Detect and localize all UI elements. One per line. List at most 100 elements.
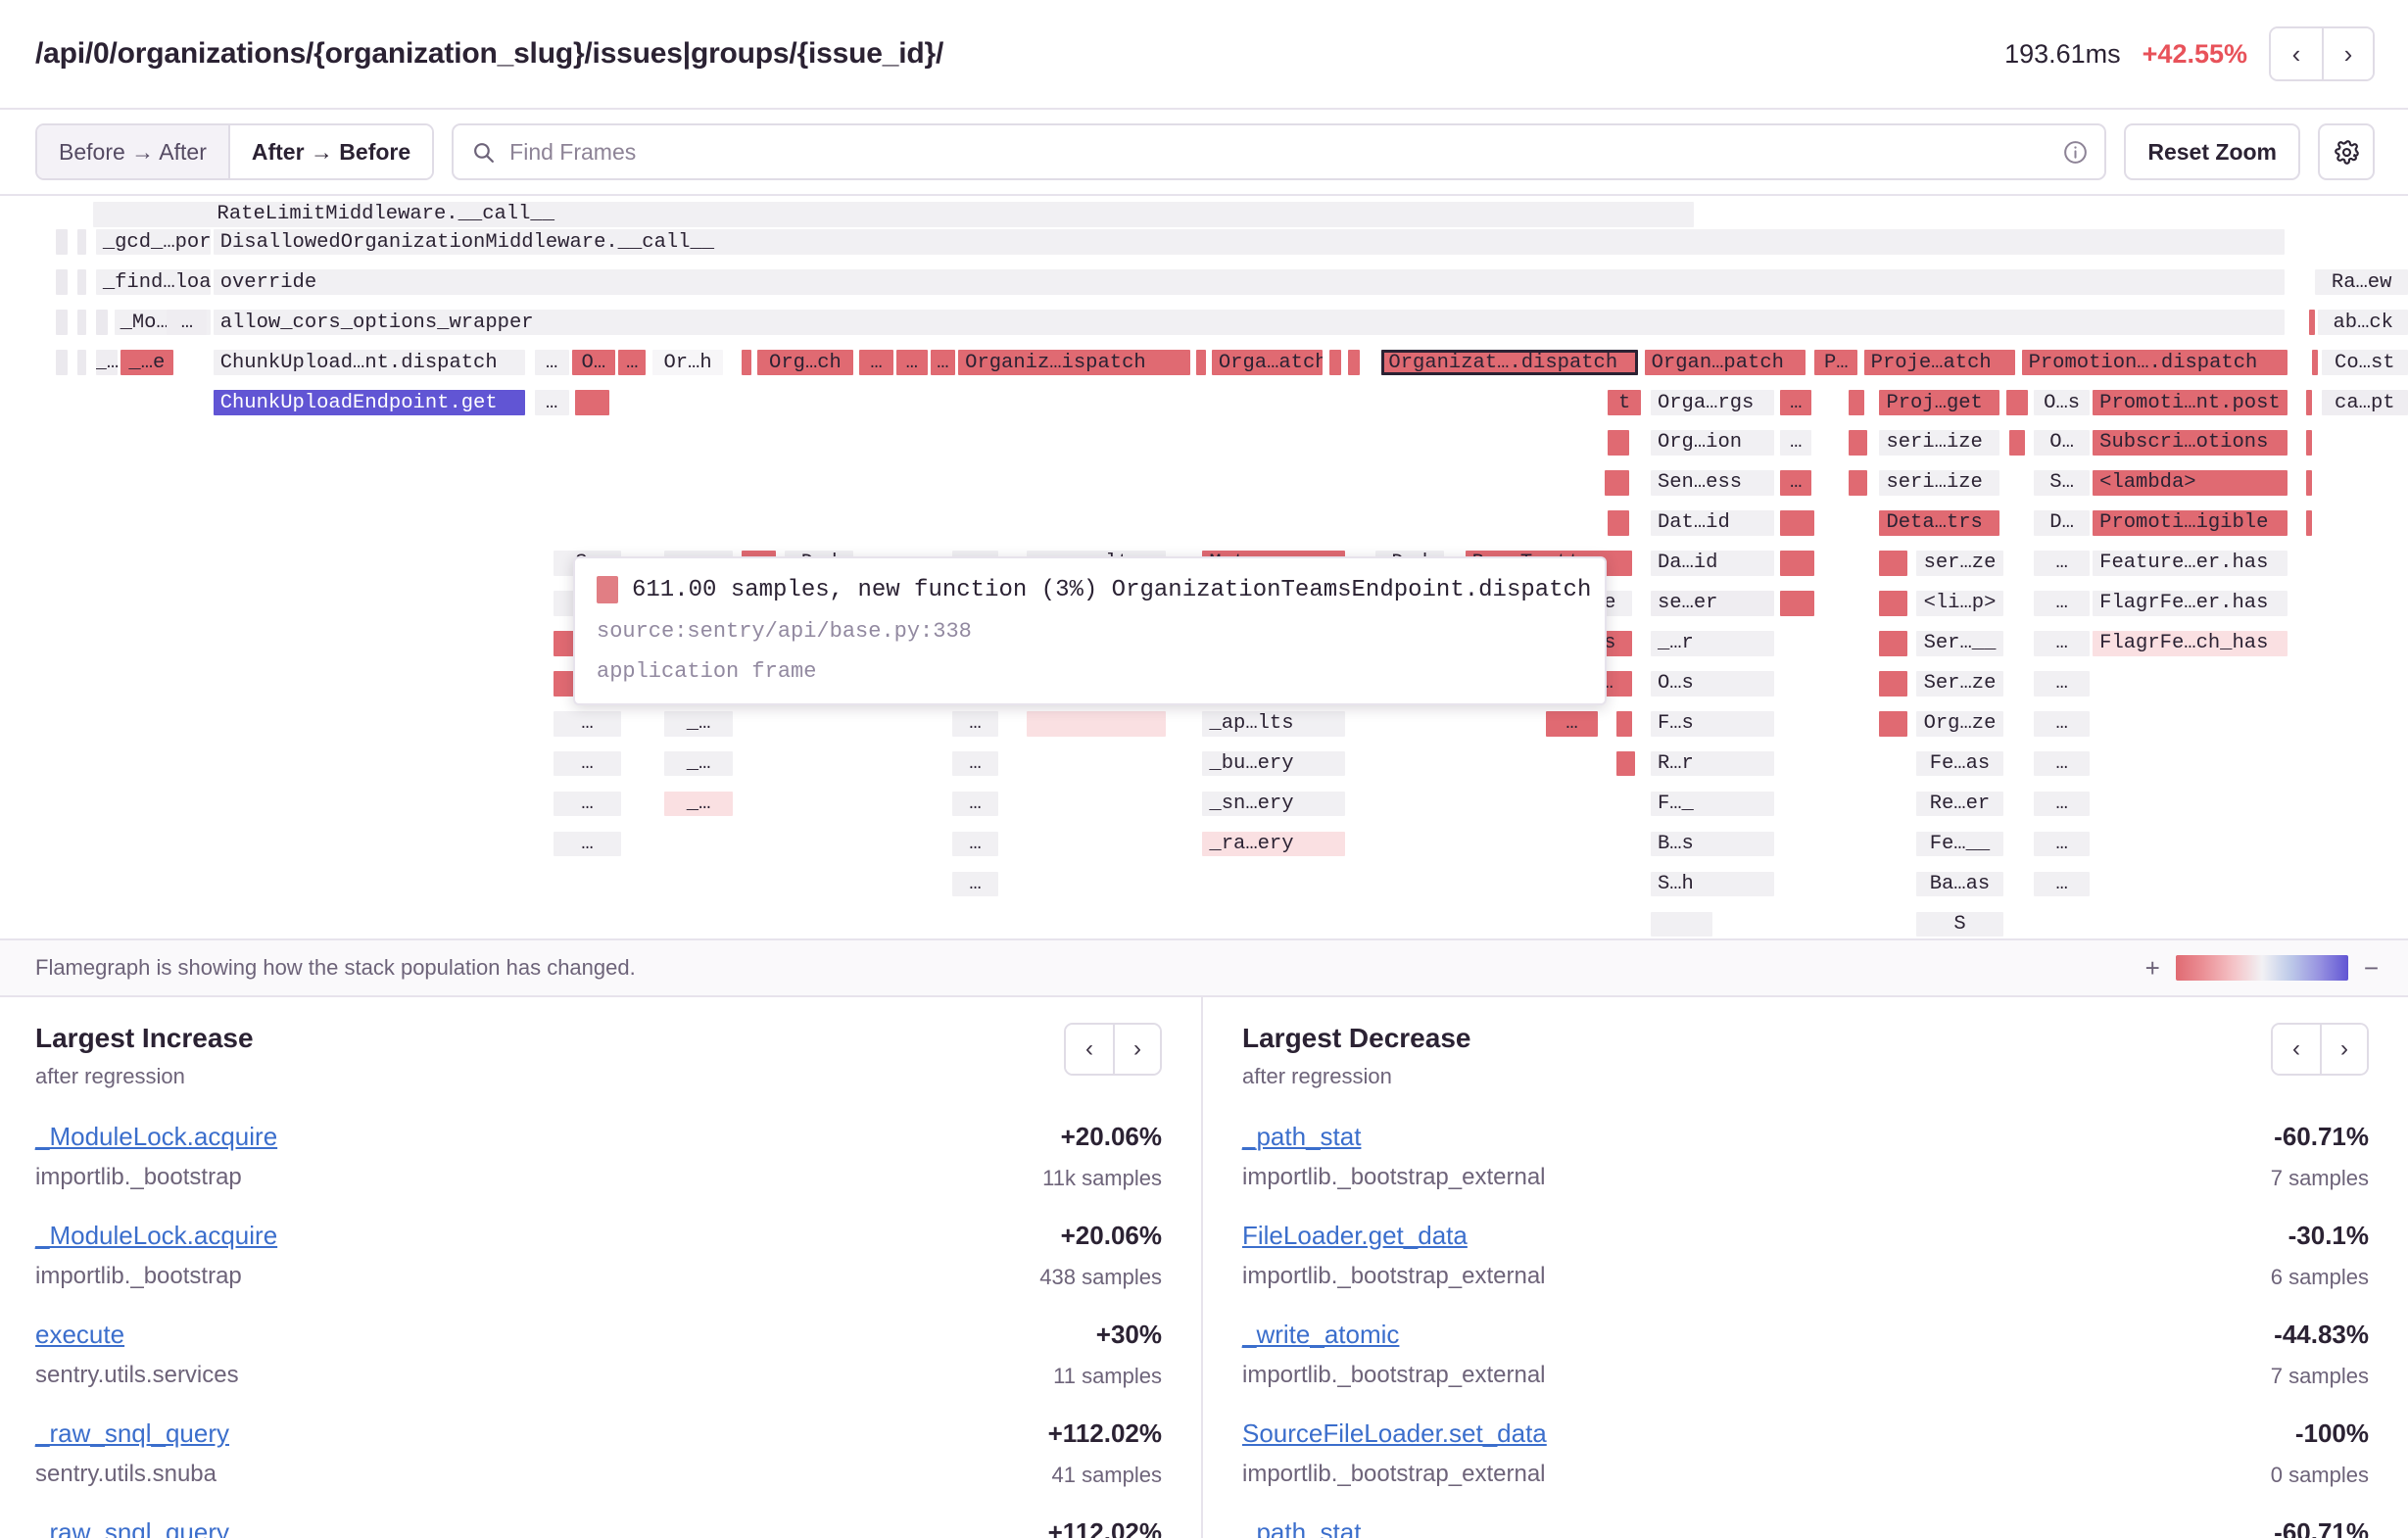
flamegraph-frame[interactable] — [1879, 590, 1907, 616]
flamegraph-frame[interactable] — [1616, 750, 1636, 777]
flamegraph-frame[interactable] — [1848, 470, 1867, 496]
flamegraph-frame[interactable]: B…s — [1650, 831, 1775, 857]
flamegraph-frame[interactable]: … — [2034, 670, 2090, 697]
flamegraph-frame[interactable]: Organiz…ispatch — [958, 350, 1190, 375]
flamegraph-frame[interactable]: Orga…rgs — [1650, 390, 1775, 415]
flamegraph-frame[interactable]: … — [618, 350, 647, 375]
flamegraph-frame[interactable] — [1026, 710, 1166, 737]
list-item[interactable]: _path_stat importlib._bootstrap_external -… — [1242, 1111, 2369, 1210]
flamegraph-frame[interactable] — [1616, 710, 1632, 737]
flamegraph-frame[interactable]: … — [2034, 871, 2090, 897]
list-item[interactable]: execute sentry.utils.services +30% 11 sampl… — [35, 1309, 1162, 1408]
flamegraph-frame[interactable]: Fe…__ — [1916, 831, 2003, 857]
flamegraph-frame[interactable]: Or…h — [651, 350, 724, 375]
flamegraph-frame[interactable]: Promotion….dispatch — [2021, 350, 2288, 375]
flamegraph-frame[interactable]: Feature…er.has — [2093, 550, 2288, 576]
flamegraph-frame[interactable] — [1604, 470, 1629, 496]
flamegraph-frame[interactable]: ca…pt — [2321, 390, 2408, 415]
flamegraph-frame[interactable] — [2305, 390, 2313, 415]
flamegraph[interactable]: RateLimitMiddleware.__call___gcd_…portDi… — [0, 196, 2408, 940]
flamegraph-frame[interactable]: … — [553, 710, 622, 737]
flamegraph-frame[interactable] — [55, 269, 69, 296]
flamegraph-frame[interactable]: override — [213, 269, 2285, 296]
function-link[interactable]: _ModuleLock.acquire — [35, 1221, 278, 1250]
flamegraph-frame[interactable]: … — [1780, 430, 1811, 456]
flamegraph-frame[interactable]: allow_cors_options_wrapper — [213, 310, 2285, 335]
flamegraph-frame[interactable]: … — [2034, 630, 2090, 656]
flamegraph-frame[interactable]: Proj…get — [1879, 390, 2000, 415]
flamegraph-frame[interactable]: S… — [2034, 470, 2090, 496]
flamegraph-frame[interactable] — [1780, 550, 1815, 576]
flamegraph-frame[interactable]: t — [1607, 390, 1642, 415]
flamegraph-frame[interactable] — [76, 269, 87, 296]
flamegraph-frame[interactable]: Promoti…igible — [2093, 510, 2288, 536]
flamegraph-frame[interactable]: Org…ch — [757, 350, 853, 375]
flamegraph-frame[interactable]: _gcd_…port — [95, 229, 211, 256]
flamegraph-frame[interactable]: Orga…atch — [1211, 350, 1324, 375]
flamegraph-frame[interactable]: _ra…ery — [1202, 831, 1345, 857]
info-icon[interactable] — [2062, 139, 2089, 166]
flamegraph-frame[interactable]: <li…p> — [1916, 590, 2003, 616]
flamegraph-frame[interactable]: Promoti…nt.post — [2093, 390, 2288, 415]
flamegraph-frame[interactable]: Organizat….dispatch — [1381, 350, 1639, 375]
flamegraph-frame[interactable] — [76, 310, 87, 335]
flamegraph-frame[interactable]: … — [553, 750, 622, 777]
flamegraph-frame[interactable]: S…h — [1650, 871, 1775, 897]
flamegraph-frame[interactable]: S — [1916, 911, 2003, 937]
flamegraph-frame[interactable]: D… — [2034, 510, 2090, 536]
flamegraph-frame[interactable]: P… — [1814, 350, 1858, 375]
function-link[interactable]: _path_stat — [1242, 1122, 1362, 1151]
flamegraph-frame[interactable] — [1780, 510, 1815, 536]
flamegraph-frame[interactable]: _sn…ery — [1202, 791, 1345, 817]
chevron-right-icon[interactable]: › — [2322, 28, 2373, 79]
flamegraph-frame[interactable]: … — [1545, 710, 1599, 737]
flamegraph-frame[interactable]: Organ…patch — [1644, 350, 1806, 375]
function-link[interactable]: _path_stat — [1242, 1517, 1362, 1538]
reset-zoom-button[interactable]: Reset Zoom — [2124, 123, 2300, 180]
flamegraph-frame[interactable] — [1347, 350, 1361, 375]
flamegraph-frame[interactable]: DisallowedOrganizationMiddleware.__call_… — [213, 229, 2285, 256]
flamegraph-frame[interactable]: F…_ — [1650, 791, 1775, 817]
flamegraph-frame[interactable] — [742, 350, 751, 375]
flamegraph-frame[interactable]: … — [2034, 750, 2090, 777]
flamegraph-frame[interactable]: … — [859, 350, 893, 375]
tab-before-after[interactable]: Before → After — [37, 125, 228, 178]
flamegraph-frame[interactable]: … — [2034, 831, 2090, 857]
flamegraph-frame[interactable] — [2309, 310, 2316, 335]
flamegraph-frame[interactable] — [1650, 911, 1713, 937]
chevron-left-icon[interactable]: ‹ — [2271, 28, 2322, 79]
flamegraph-frame[interactable] — [1848, 390, 1864, 415]
flamegraph-frame[interactable]: … — [951, 831, 999, 857]
flamegraph-frame[interactable]: Ser…ze — [1916, 670, 2003, 697]
list-item[interactable]: _ModuleLock.acquire importlib._bootstrap +… — [35, 1111, 1162, 1210]
flamegraph-frame[interactable] — [76, 350, 87, 375]
search-frames-container[interactable] — [452, 123, 2107, 180]
flamegraph-frame[interactable] — [1879, 670, 1907, 697]
flamegraph-frame[interactable]: <lambda> — [2093, 470, 2288, 496]
flamegraph-frame[interactable]: seri…ize — [1879, 430, 2000, 456]
flamegraph-frame[interactable]: O… — [571, 350, 615, 375]
flamegraph-frame[interactable]: Fe…as — [1916, 750, 2003, 777]
flamegraph-frame[interactable]: _… — [664, 710, 733, 737]
list-item[interactable]: _write_atomic importlib._bootstrap_extern… — [1242, 1309, 2369, 1408]
function-link[interactable]: _raw_snql_query — [35, 1418, 230, 1448]
flamegraph-frame[interactable] — [1328, 350, 1342, 375]
flamegraph-frame[interactable]: … — [951, 750, 999, 777]
flamegraph-frame[interactable]: Org…ion — [1650, 430, 1775, 456]
flamegraph-frame[interactable] — [76, 229, 87, 256]
flamegraph-frame[interactable]: … — [951, 791, 999, 817]
flamegraph-frame[interactable]: Sen…ess — [1650, 470, 1775, 496]
function-link[interactable]: execute — [35, 1320, 125, 1349]
function-link[interactable]: SourceFileLoader.set_data — [1242, 1418, 1547, 1448]
flamegraph-frame[interactable]: _… — [664, 750, 733, 777]
list-item[interactable]: FileLoader.get_data importlib._bootstrap_… — [1242, 1210, 2369, 1309]
flamegraph-frame[interactable]: … — [951, 710, 999, 737]
flamegraph-frame[interactable]: … — [2034, 590, 2090, 616]
flamegraph-frame[interactable]: FlagrFe…er.has — [2093, 590, 2288, 616]
flamegraph-frame[interactable]: … — [534, 350, 569, 375]
flamegraph-frame[interactable] — [2305, 510, 2313, 536]
chevron-left-icon[interactable]: ‹ — [1066, 1025, 1113, 1074]
flamegraph-frame[interactable]: … — [1780, 470, 1811, 496]
flamegraph-frame[interactable] — [2008, 430, 2025, 456]
